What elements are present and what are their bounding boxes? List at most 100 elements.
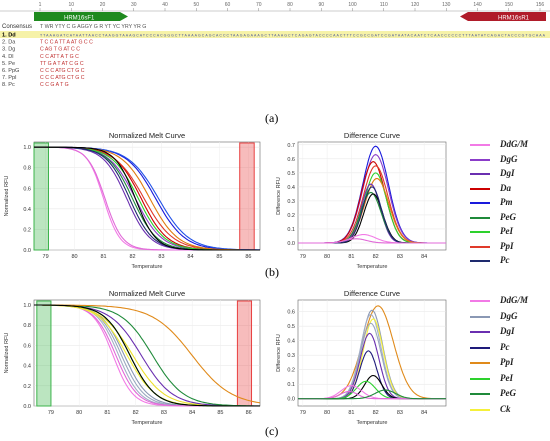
ruler-label: 150 bbox=[505, 2, 514, 8]
alignment-row-seq: C C ATT A T G C bbox=[40, 54, 79, 60]
x-tick-label: 81 bbox=[104, 410, 110, 416]
ruler-label: 140 bbox=[473, 2, 482, 8]
alignment-row-seq: T C C A TT A AT G C C bbox=[40, 40, 93, 46]
alignment-row-label: 7. PpI bbox=[2, 75, 17, 81]
y-axis-label: Normalized RFU bbox=[4, 176, 10, 217]
threshold-region bbox=[33, 142, 49, 251]
x-tick-label: 82 bbox=[373, 410, 379, 416]
y-tick-label: 0.6 bbox=[23, 186, 31, 192]
y-tick-label: 0.6 bbox=[287, 157, 295, 163]
threshold-region bbox=[239, 142, 255, 251]
y-axis-label: Difference RFU bbox=[276, 334, 282, 372]
legend-label: DgI bbox=[500, 326, 515, 336]
x-tick-label: 83 bbox=[158, 254, 164, 260]
legend-label: Ck bbox=[500, 403, 511, 414]
ruler-label: 50 bbox=[193, 2, 199, 8]
legend-label: Pc bbox=[500, 341, 510, 352]
legend-swatch bbox=[470, 187, 490, 190]
series-line bbox=[298, 389, 446, 400]
y-tick-label: 0.6 bbox=[287, 310, 295, 316]
x-axis-label: Temperature bbox=[132, 264, 163, 270]
x-tick-label: 81 bbox=[100, 254, 106, 260]
legend-swatch bbox=[470, 393, 490, 395]
y-tick-label: 0.0 bbox=[23, 404, 31, 410]
ruler-label: 70 bbox=[256, 2, 262, 8]
legend-label: DdG/M bbox=[500, 139, 529, 149]
y-tick-label: 0.5 bbox=[287, 171, 295, 177]
y-tick-label: 0.4 bbox=[287, 185, 295, 191]
x-axis-label: Temperature bbox=[132, 420, 163, 426]
x-tick-label: 84 bbox=[189, 410, 195, 416]
alignment-row-label: 2. Da bbox=[2, 40, 16, 46]
legend-swatch bbox=[470, 260, 490, 262]
series-line bbox=[298, 238, 446, 244]
y-tick-label: 0.0 bbox=[23, 248, 31, 254]
ruler-label: 30 bbox=[131, 2, 137, 8]
y-tick-label: 0.5 bbox=[287, 324, 295, 330]
x-tick-label: 84 bbox=[187, 254, 193, 260]
legend-swatch bbox=[470, 144, 490, 146]
y-tick-label: 0.2 bbox=[287, 368, 295, 374]
y-tick-label: 0.7 bbox=[287, 143, 295, 149]
legend-swatch bbox=[470, 202, 490, 204]
x-tick-label: 81 bbox=[348, 410, 354, 416]
alignment-row-seq: C AG T G AT C C bbox=[40, 47, 80, 53]
legend-swatch bbox=[470, 300, 490, 302]
y-tick-label: 0.4 bbox=[23, 364, 31, 370]
plot-area bbox=[33, 141, 261, 251]
threshold-region bbox=[236, 300, 253, 407]
ruler-label: 130 bbox=[442, 2, 451, 8]
x-tick-label: 79 bbox=[43, 254, 49, 260]
legend-label: PeI bbox=[500, 226, 513, 236]
caption-b: (b) bbox=[265, 265, 279, 279]
ruler-label: 80 bbox=[287, 2, 293, 8]
legend-label: Pc bbox=[500, 255, 510, 265]
alignment-row-label: 1. Dd bbox=[2, 33, 16, 39]
primer-right-arrow bbox=[468, 12, 546, 21]
legend-swatch bbox=[470, 362, 490, 364]
legend-swatch bbox=[470, 331, 490, 333]
threshold-region bbox=[36, 300, 52, 407]
legend-label: DgG bbox=[500, 153, 518, 164]
y-tick-label: 0.2 bbox=[287, 213, 295, 219]
y-tick-label: 1.0 bbox=[23, 303, 31, 309]
x-tick-label: 84 bbox=[421, 254, 427, 260]
legend-label: DgG bbox=[500, 310, 518, 321]
legend-swatch bbox=[470, 346, 490, 349]
legend-swatch bbox=[470, 408, 490, 411]
alignment-row-label: 8. Pc bbox=[2, 82, 15, 88]
x-tick-label: 85 bbox=[216, 254, 222, 260]
x-tick-label: 80 bbox=[324, 410, 330, 416]
y-tick-label: 0.6 bbox=[23, 343, 31, 349]
ruler: 1 10 20 30 40 50 60 70 80 90 100 110 120 130 140 150 156 bbox=[39, 2, 544, 11]
difference-curve-c: Difference Curve 0.0 0.1 0.2 0.3 0.4 0.5 0.6 79 8… bbox=[276, 289, 447, 426]
y-axis-label: Difference RFU bbox=[276, 177, 282, 215]
panel-b-diff: Difference Curve 0.0 0.1 0.2 0.3 0.4 0.5 0.6 0.7… bbox=[272, 128, 452, 270]
alignment-row-seq: C C G A T G bbox=[40, 82, 69, 88]
legend-label: Pm bbox=[500, 197, 513, 207]
alignment-row-label: 5. Pe bbox=[2, 61, 15, 67]
alignment-rows: 1. Dd TTAAAGATCATAATTAACCTAAGGTAAAGCATCCC… bbox=[2, 33, 546, 89]
melt-curve-c: Normalized Melt Curve 0.0 0.2 0.4 0.6 0.8 1.0 7… bbox=[4, 289, 261, 426]
legend-label: PeG bbox=[500, 388, 516, 398]
plot-area bbox=[297, 299, 447, 407]
legend-label: PeI bbox=[500, 372, 513, 383]
x-tick-label: 83 bbox=[397, 254, 403, 260]
ruler-label: 1 bbox=[39, 2, 42, 8]
y-tick-label: 0.3 bbox=[287, 353, 295, 359]
legend-swatch bbox=[470, 231, 490, 233]
legend-b: DdG/M DgG DgI Da Pm PeG PeI PpI Pc bbox=[470, 139, 550, 270]
legend-label: PeG bbox=[500, 211, 516, 222]
alignment-row-seq: TTAAAGATCATAATTAACCTAAGGTAAAGCATCCCACGGG… bbox=[40, 34, 546, 38]
ruler-label: 120 bbox=[411, 2, 420, 8]
y-tick-label: 0.0 bbox=[287, 397, 295, 403]
y-tick-label: 0.4 bbox=[287, 339, 295, 345]
y-tick-label: 0.8 bbox=[23, 323, 31, 329]
consensus-seq: T WR YTY C G AGGY G R YT YC YRY YR G bbox=[40, 24, 146, 30]
primer-right-label: HRM16sR1 bbox=[498, 16, 530, 22]
ruler-label: 10 bbox=[68, 2, 74, 8]
ruler-label: 100 bbox=[348, 2, 357, 8]
y-tick-label: 0.1 bbox=[287, 227, 295, 233]
ruler-label: 110 bbox=[380, 2, 388, 8]
x-tick-label: 80 bbox=[72, 254, 78, 260]
